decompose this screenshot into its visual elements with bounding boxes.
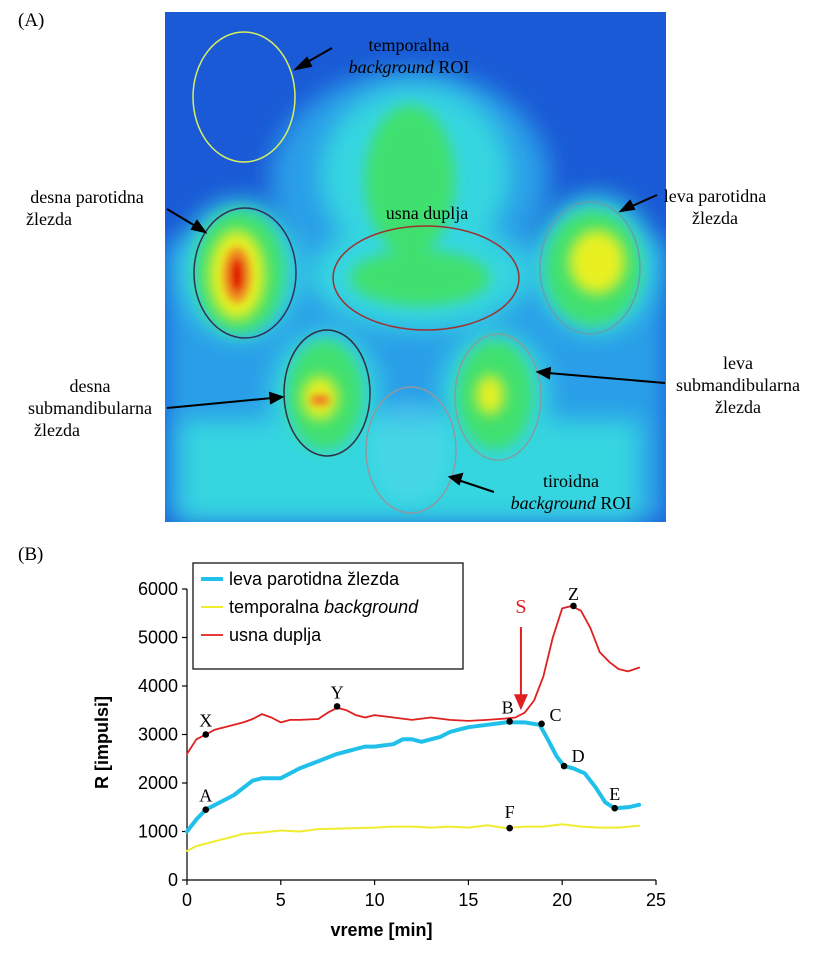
left-parotid-roi-outline [539, 201, 641, 335]
label-right-parotid: desna parotidna žlezda [26, 187, 144, 229]
stimulus-arrow-head [513, 694, 528, 711]
point-marker-x [202, 731, 210, 738]
point-label-e: E [609, 784, 620, 804]
label-oral-cavity: usna duplja [385, 203, 469, 223]
temporal-roi-outline [192, 31, 296, 163]
left-submandibular-roi-outline [454, 333, 542, 461]
point-marker-y [333, 703, 341, 710]
point-label-y: Y [331, 682, 344, 702]
series-line-2 [186, 605, 640, 755]
point-marker-d [560, 762, 568, 770]
series-line-0 [185, 720, 642, 834]
panel-b: (B) 0 1000 2000 3000 4000 5000 6000 0 5 10 15 20 25 v… [0, 530, 828, 956]
legend-box [192, 562, 464, 670]
point-label-x: X [199, 711, 212, 731]
chart-axes: 0 1000 2000 3000 4000 5000 6000 0 5 10 15 20 25 vreme… [92, 579, 666, 940]
point-marker-e [611, 804, 619, 812]
x-tick-label: 0 [182, 890, 192, 910]
point-label-c: C [550, 705, 562, 725]
point-label-z: Z [568, 584, 579, 604]
label-temporal-roi: temporalna background ROI [348, 35, 470, 77]
label-left-submandibular: leva submandibularna žlezda [676, 353, 800, 417]
x-tick-label: 5 [276, 890, 286, 910]
panel-a: (A) [18, 10, 800, 522]
y-tick-label: 5000 [138, 628, 178, 648]
point-label-b: B [502, 697, 514, 717]
point-marker-f [506, 824, 513, 832]
y-tick-label: 6000 [138, 579, 178, 599]
label-left-parotid: leva parotidna žlezda [663, 186, 767, 228]
salivary-curve-chart: 0 1000 2000 3000 4000 5000 6000 0 5 10 15 20 25 vreme… [92, 562, 666, 940]
panel-a-label: (A) [18, 10, 45, 31]
x-tick-label: 25 [646, 890, 666, 910]
point-marker-z [570, 602, 577, 610]
thyroid-roi-outline [365, 386, 457, 514]
scintigram-image [165, 12, 666, 522]
y-tick-label: 3000 [138, 725, 178, 745]
point-marker-b [506, 718, 513, 725]
stimulus-label: S [515, 596, 526, 618]
point-marker-c [538, 720, 545, 728]
x-tick-label: 15 [458, 890, 478, 910]
oral-cavity-roi-outline [332, 225, 520, 331]
legend-entry-0: leva parotidna žlezda [229, 569, 400, 589]
panel-b-label: (B) [18, 544, 44, 565]
chart-series [185, 605, 642, 852]
chart-points: X Y A B C D E F Z S [199, 584, 620, 832]
chart-legend: leva parotidna žlezda temporalna backgrou… [192, 562, 464, 670]
y-axis-label: R [impulsi] [92, 696, 112, 789]
label-right-submandibular: desna submandibularna žlezda [28, 376, 152, 440]
x-tick-label: 10 [365, 890, 385, 910]
y-tick-label: 2000 [138, 773, 178, 793]
x-tick-label: 20 [552, 890, 572, 910]
point-label-a: A [199, 786, 212, 806]
right-submandibular-roi-outline [283, 329, 371, 457]
y-tick-label: 1000 [138, 822, 178, 842]
series-line-1 [186, 823, 641, 852]
label-thyroid-roi: tiroidna background ROI [510, 471, 632, 513]
y-tick-label: 4000 [138, 676, 178, 696]
legend-entry-2: usna duplja [229, 625, 322, 645]
y-tick-label: 0 [168, 870, 178, 890]
point-label-f: F [505, 802, 515, 822]
point-label-d: D [572, 746, 585, 766]
x-axis-label: vreme [min] [330, 920, 432, 940]
legend-entry-1: temporalna background [229, 597, 419, 617]
right-parotid-roi-outline [193, 207, 297, 339]
point-marker-a [202, 806, 210, 813]
